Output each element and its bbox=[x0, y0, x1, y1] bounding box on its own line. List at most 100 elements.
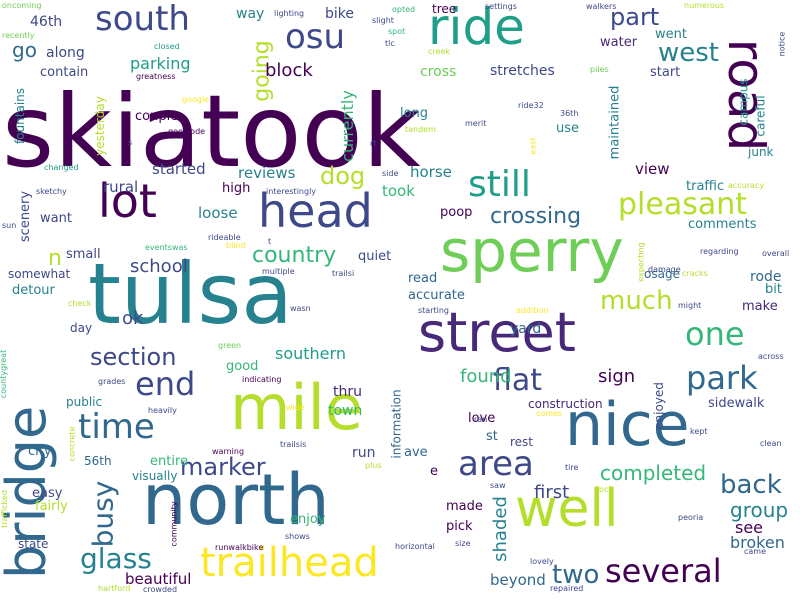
word-tulsa: tulsa bbox=[88, 245, 293, 343]
word-street: street bbox=[418, 301, 576, 364]
word-went: went bbox=[655, 27, 687, 42]
word-overall: overall bbox=[762, 249, 790, 258]
word-crossing: crossing bbox=[490, 204, 582, 229]
word-good: good bbox=[226, 359, 259, 374]
word-easy: easy bbox=[32, 486, 63, 501]
word-long: long bbox=[400, 106, 429, 121]
word-glass: glass bbox=[80, 542, 152, 575]
word-indicating: indicating bbox=[242, 375, 282, 384]
word-tlc: tlc bbox=[385, 39, 395, 48]
word-t: t bbox=[268, 237, 272, 246]
word-nice: nice bbox=[565, 390, 690, 460]
word-area: area bbox=[458, 444, 534, 484]
word-along: along bbox=[46, 45, 85, 61]
word-one: one bbox=[685, 315, 745, 353]
word-runwalkbike: runwalkbike bbox=[215, 543, 264, 552]
word-head: head bbox=[258, 184, 373, 238]
word-see: see bbox=[735, 518, 764, 537]
word-changed: changed bbox=[44, 163, 79, 172]
word-detour: detour bbox=[12, 283, 55, 298]
word-marker: marker bbox=[180, 453, 266, 481]
word-beautiful: beautiful bbox=[125, 570, 192, 588]
word-lovely: lovely bbox=[530, 557, 554, 566]
word-notice: notice bbox=[777, 31, 787, 57]
word-junk: junk bbox=[748, 145, 774, 159]
word-several: several bbox=[605, 552, 722, 590]
word-countygreat: countygreat bbox=[0, 349, 9, 399]
word-made: made bbox=[446, 499, 483, 514]
word-ok: ok bbox=[122, 308, 144, 329]
word-contain: contain bbox=[40, 65, 89, 80]
word-check: check bbox=[68, 299, 92, 308]
word-town: town bbox=[328, 403, 363, 419]
word-way: way bbox=[236, 6, 265, 22]
word-creek: creek bbox=[428, 47, 450, 56]
word-time: time bbox=[78, 407, 155, 447]
word-skiatook: skiatook bbox=[2, 73, 421, 190]
word-small: small bbox=[66, 247, 101, 262]
word-go: go bbox=[12, 38, 37, 62]
word-ran: ran bbox=[474, 415, 488, 424]
word-slight: slight bbox=[372, 16, 394, 25]
word-back: back bbox=[720, 470, 782, 500]
word-visually: visually bbox=[132, 469, 178, 483]
word-fountains: fountains bbox=[13, 87, 28, 145]
word-love: love bbox=[468, 411, 496, 426]
word-completed: completed bbox=[600, 461, 707, 485]
word-broken: broken bbox=[730, 533, 785, 552]
word-day: day bbox=[70, 321, 93, 335]
word-piles: piles bbox=[590, 65, 609, 74]
word-fairly: fairly bbox=[35, 499, 68, 514]
word-part: part bbox=[610, 3, 660, 31]
word-still: still bbox=[468, 164, 531, 205]
word-started: started bbox=[152, 160, 206, 178]
word-rt: rt bbox=[370, 139, 377, 148]
word-addition: addition bbox=[516, 306, 549, 315]
word-tree: tree bbox=[432, 2, 457, 16]
word-found: found bbox=[460, 366, 512, 387]
word-water: water bbox=[600, 35, 638, 50]
word-north: north bbox=[142, 459, 330, 541]
word-merit: merit bbox=[465, 119, 487, 128]
word-damage: damage bbox=[648, 265, 681, 274]
word-state: state bbox=[18, 537, 49, 551]
word-make: make bbox=[742, 299, 778, 314]
word-enjoyed: enjoyed bbox=[651, 382, 666, 430]
word-beyond: beyond bbox=[490, 571, 546, 589]
word-cracks: cracks bbox=[682, 269, 708, 278]
word-across: across bbox=[758, 352, 784, 361]
word-pick: pick bbox=[446, 519, 473, 534]
word-peoria: peoria bbox=[678, 513, 704, 522]
word-blind: blind bbox=[226, 241, 246, 250]
word-busy: busy bbox=[86, 480, 120, 548]
word-starting: starting bbox=[418, 306, 450, 315]
word-trailsis: trailsis bbox=[280, 440, 307, 449]
word-west: west bbox=[658, 38, 720, 68]
word-horse: horse bbox=[410, 163, 452, 181]
word-start: start bbox=[650, 65, 681, 80]
word-community: community bbox=[169, 501, 179, 547]
word-osu: osu bbox=[285, 17, 346, 57]
word-much: much bbox=[600, 286, 673, 316]
word-block: block bbox=[265, 60, 313, 81]
word-recently: recently bbox=[2, 31, 35, 40]
word-somewhat: somewhat bbox=[8, 267, 71, 281]
word-quiet: quiet bbox=[358, 249, 392, 264]
word-concrete: concrete bbox=[67, 426, 77, 462]
word-yard: yard bbox=[510, 321, 542, 337]
word-crowded: crowded bbox=[143, 585, 178, 594]
word-interestingly: interestingly bbox=[266, 187, 317, 196]
word-flat: flat bbox=[493, 363, 543, 398]
word-kept: kept bbox=[690, 427, 708, 436]
word-country: country bbox=[252, 243, 337, 268]
word-end: end bbox=[135, 365, 196, 403]
word-yesterday: yesterday bbox=[92, 96, 107, 156]
word-poop: poop bbox=[440, 205, 473, 220]
word-st: st bbox=[486, 429, 498, 444]
word-sketchy: sketchy bbox=[36, 187, 67, 196]
word-green: green bbox=[218, 341, 242, 350]
word-rock: rock bbox=[596, 485, 614, 494]
word-trafficked: trafficked bbox=[0, 490, 9, 528]
word-couple: couple bbox=[135, 109, 179, 124]
